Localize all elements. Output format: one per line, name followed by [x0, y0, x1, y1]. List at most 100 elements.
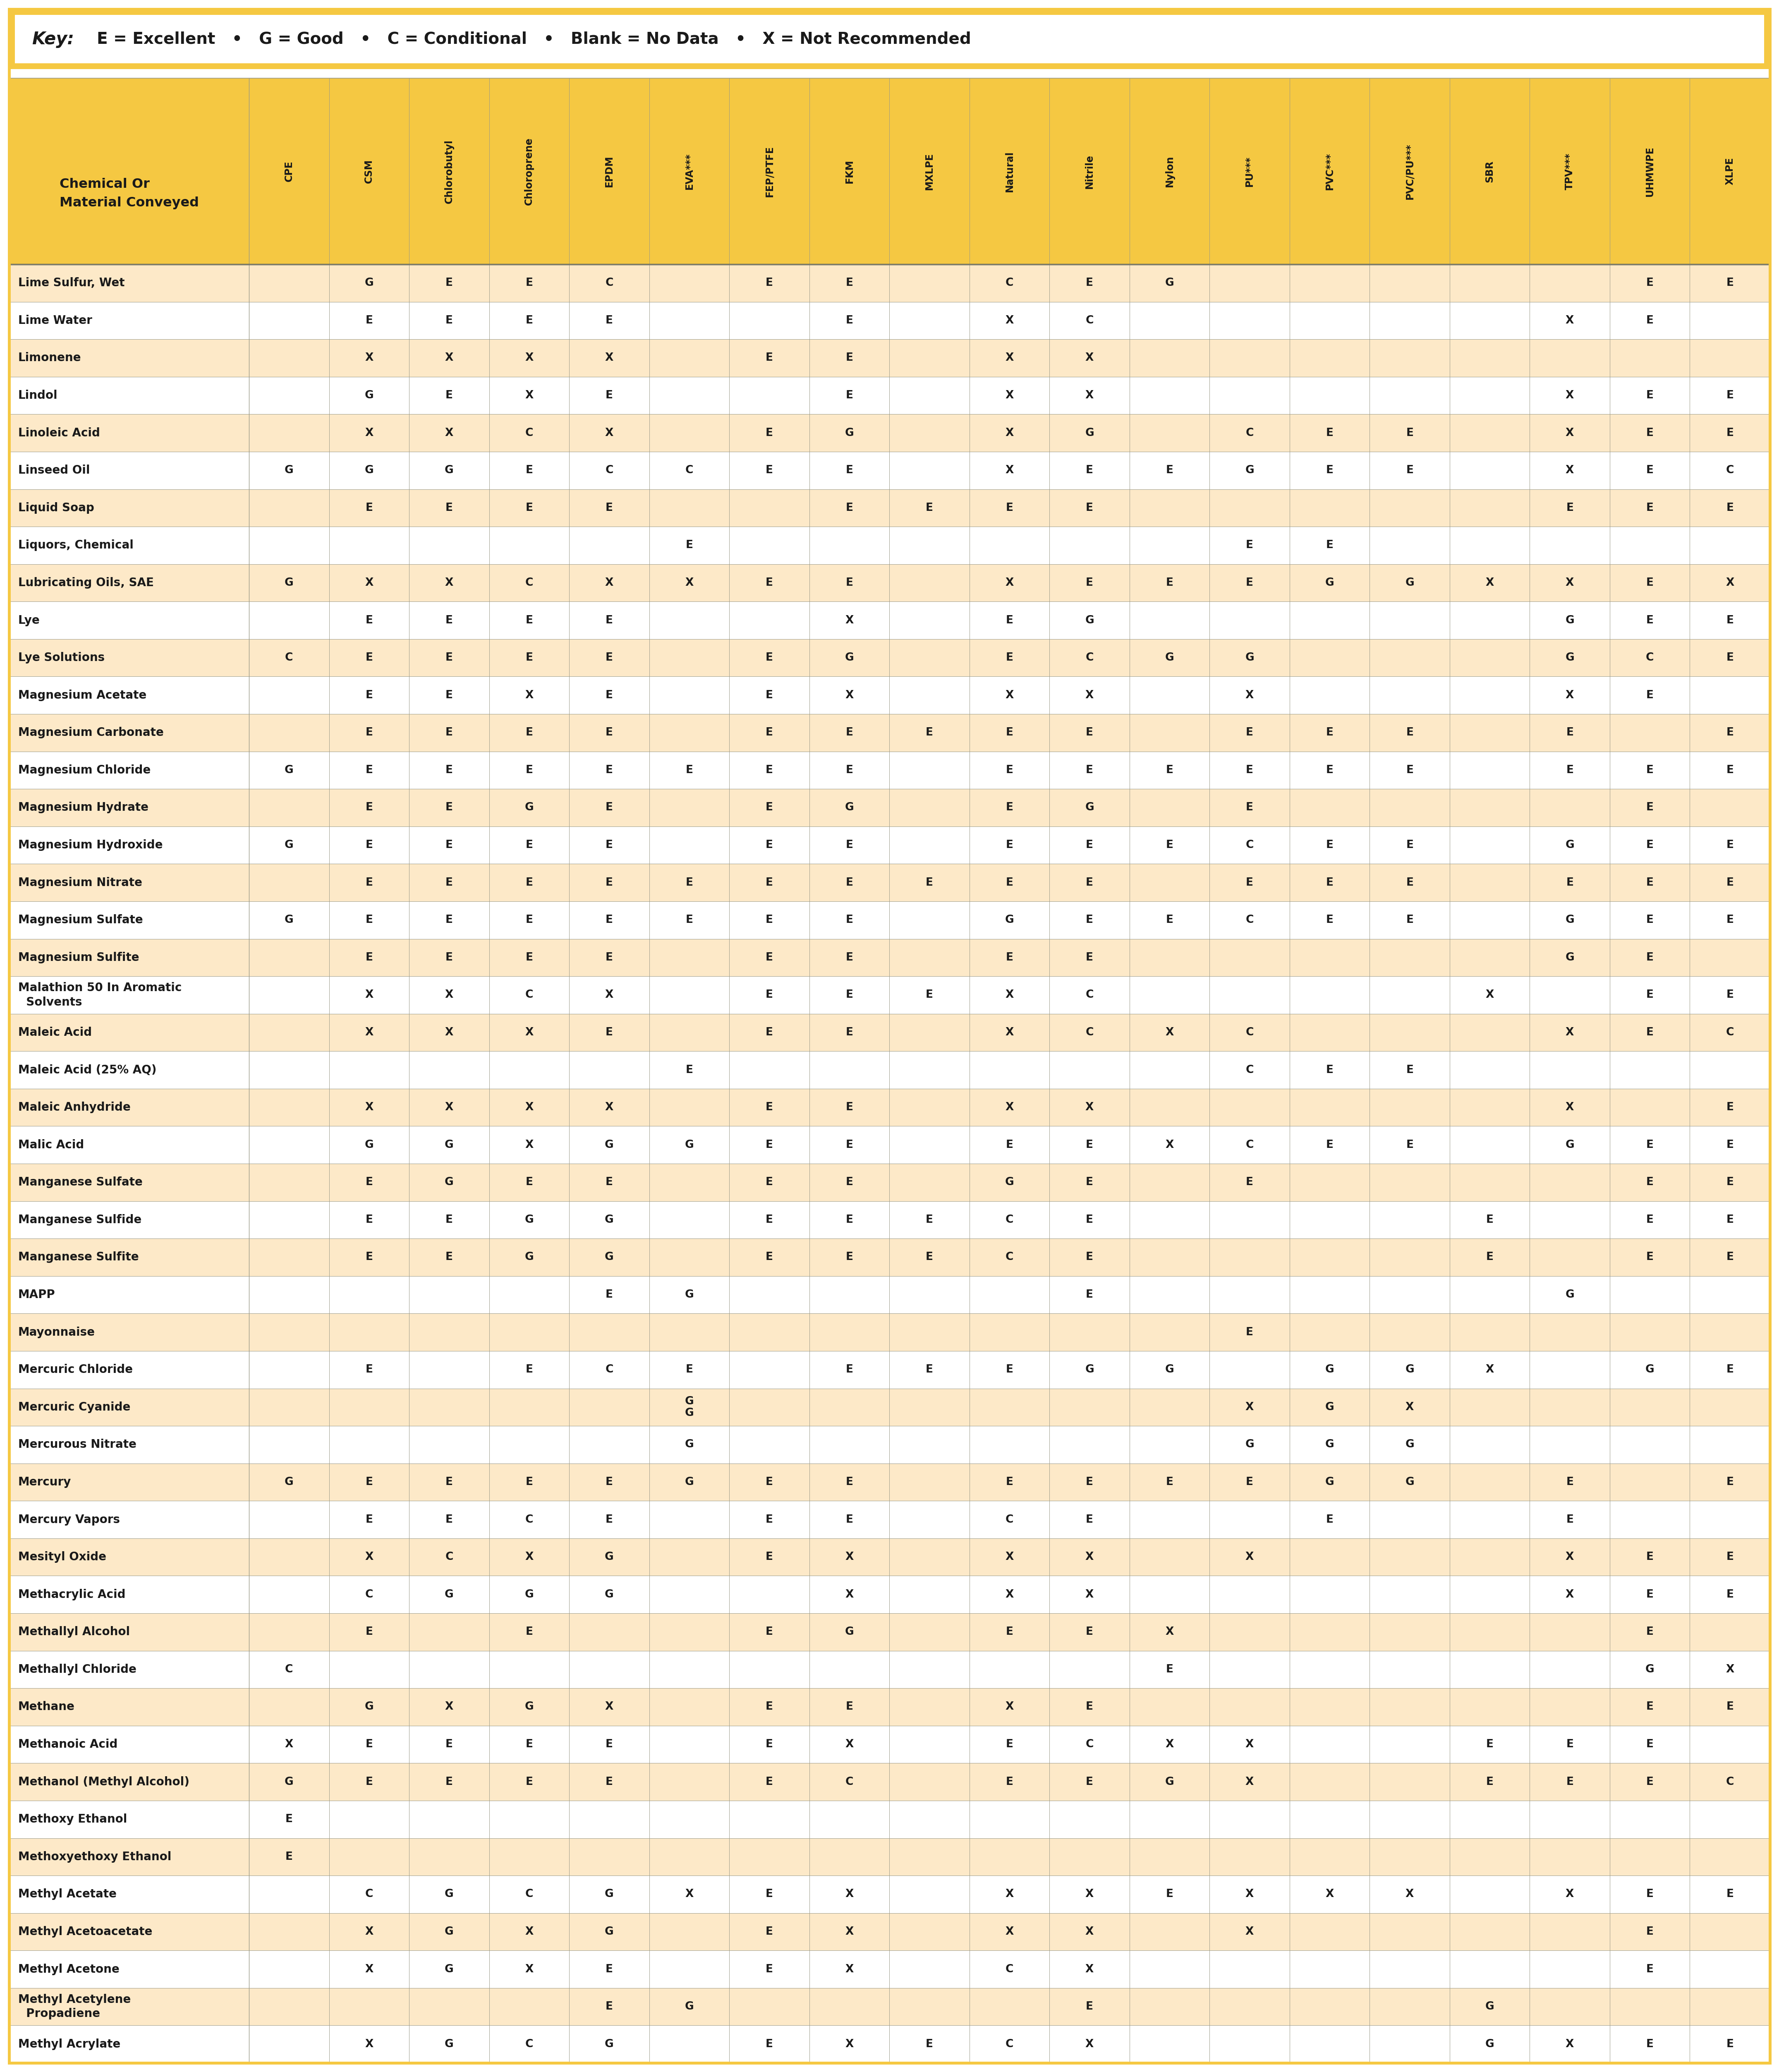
Text: C: C [1005, 1214, 1014, 1225]
Text: E: E [685, 541, 694, 551]
Text: E: E [1245, 1177, 1254, 1187]
Text: E: E [765, 1140, 774, 1150]
Text: E: E [1165, 914, 1174, 926]
Text: G: G [525, 802, 534, 812]
Text: C: C [1726, 464, 1735, 477]
Bar [9, 789, 1770, 827]
Text: G: G [1325, 1440, 1334, 1450]
Text: E: E [845, 1028, 854, 1038]
Text: X: X [1085, 1964, 1094, 1975]
Text: E: E [925, 2039, 934, 2049]
Text: E: E [1646, 1214, 1653, 1225]
Text: X: X [845, 1738, 854, 1749]
Text: X: X [525, 1552, 534, 1562]
Text: X: X [525, 1102, 534, 1113]
Text: E: E [1085, 578, 1094, 588]
Text: E: E [1085, 1477, 1094, 1488]
Text: E: E [445, 315, 454, 325]
Text: E: E [1726, 914, 1733, 926]
Bar [9, 340, 1770, 377]
Text: E: E [365, 1214, 374, 1225]
Text: E: E [1165, 464, 1174, 477]
Text: G: G [1085, 1363, 1094, 1376]
Text: Lime Water: Lime Water [18, 315, 93, 325]
Text: G: G [845, 1627, 854, 1637]
Text: E: E [365, 914, 374, 926]
Text: G: G [1325, 578, 1334, 588]
Text: E: E [765, 1738, 774, 1749]
Text: E: E [1646, 1701, 1653, 1711]
Text: E: E [765, 1890, 774, 1900]
Text: C: C [1085, 1028, 1094, 1038]
Text: E: E [925, 990, 934, 1001]
Text: E: E [445, 278, 454, 288]
Text: E: E [1566, 1477, 1573, 1488]
Text: E: E [765, 802, 774, 812]
Bar [9, 1689, 1770, 1726]
Text: Manganese Sulfate: Manganese Sulfate [18, 1177, 142, 1187]
Text: E: E [605, 876, 614, 889]
Text: G: G [1566, 953, 1574, 963]
Text: G: G [285, 839, 294, 850]
Text: E: E [1566, 1776, 1573, 1788]
Text: E: E [765, 2039, 774, 2049]
Text: E: E [1646, 990, 1653, 1001]
Text: E: E [765, 690, 774, 700]
Text: E: E [1005, 802, 1014, 812]
Text: E: E [685, 1065, 694, 1075]
Text: X: X [365, 1964, 374, 1975]
Text: G: G [685, 1289, 694, 1299]
Text: E: E [285, 1852, 294, 1863]
Text: C: C [1245, 839, 1254, 850]
Text: E: E [1566, 503, 1573, 514]
Text: E: E [765, 1515, 774, 1525]
Text: E: E [285, 1813, 294, 1825]
Text: G: G [1165, 1776, 1174, 1788]
Text: X: X [1165, 1028, 1174, 1038]
Text: G: G [1165, 278, 1174, 288]
Text: C: C [525, 1890, 534, 1900]
Text: E: E [1245, 802, 1254, 812]
Text: E: E [1726, 1251, 1733, 1262]
Text: E: E [1646, 690, 1653, 700]
Bar [9, 1239, 1770, 1276]
Bar [9, 1051, 1770, 1088]
Text: E: E [845, 1214, 854, 1225]
Text: E: E [925, 727, 934, 738]
Bar [9, 489, 1770, 526]
Bar [9, 1651, 1770, 1689]
Text: Mercury: Mercury [18, 1477, 71, 1488]
Text: G: G [285, 914, 294, 926]
Text: G
G: G G [685, 1397, 694, 1419]
Text: E: E [845, 315, 854, 325]
Text: X: X [1085, 390, 1094, 400]
Text: E: E [445, 390, 454, 400]
Text: X: X [1726, 578, 1735, 588]
Text: E: E [1646, 1627, 1653, 1637]
Text: G: G [1566, 914, 1574, 926]
Text: E: E [845, 727, 854, 738]
Text: Maleic Acid (25% AQ): Maleic Acid (25% AQ) [18, 1065, 157, 1075]
Text: E: E [1646, 876, 1653, 889]
Text: E: E [365, 1363, 374, 1376]
Text: E: E [1085, 953, 1094, 963]
Text: E: E [1405, 1065, 1413, 1075]
Text: E: E [1726, 615, 1733, 626]
Text: E: E [1646, 615, 1653, 626]
Text: Natural: Natural [1005, 151, 1014, 193]
Text: E: E [1726, 765, 1733, 775]
Bar [14, 15, 1765, 64]
Text: C: C [1726, 1776, 1735, 1788]
Text: X: X [1005, 1028, 1014, 1038]
Text: Methyl Acrylate: Methyl Acrylate [18, 2039, 121, 2049]
Text: G: G [1405, 1440, 1414, 1450]
Text: G: G [605, 1589, 614, 1600]
Text: G: G [1245, 1440, 1254, 1450]
Text: E: E [1325, 765, 1334, 775]
Text: E: E [925, 876, 934, 889]
Text: E: E [765, 578, 774, 588]
Text: G: G [845, 427, 854, 439]
Text: E: E [1005, 1776, 1014, 1788]
Text: E: E [1405, 727, 1413, 738]
Text: E: E [1566, 765, 1573, 775]
